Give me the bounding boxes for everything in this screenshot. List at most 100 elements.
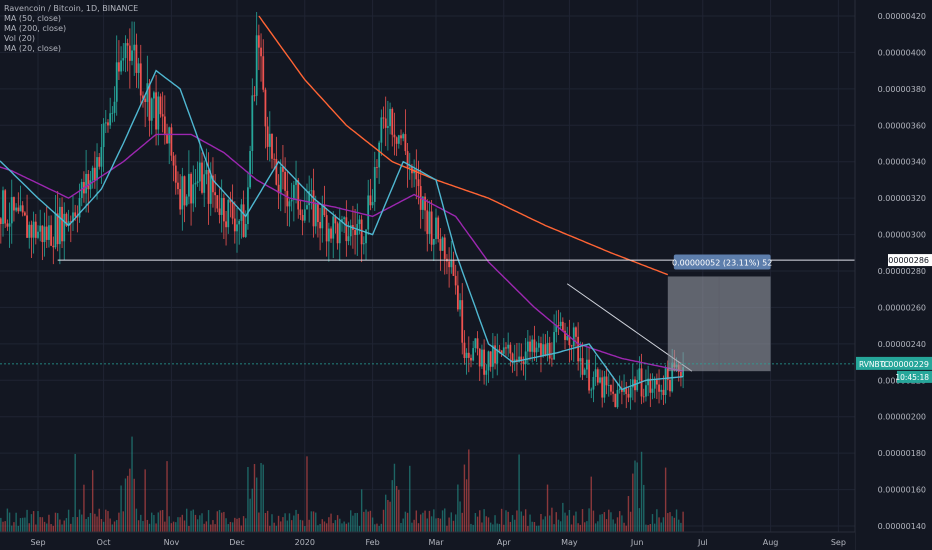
candle-body — [666, 367, 669, 380]
candle-body — [212, 175, 214, 193]
candle-body — [260, 47, 262, 57]
candle-body — [380, 117, 383, 143]
candle-body — [594, 369, 597, 377]
candle-body — [620, 388, 623, 392]
volume-bar — [111, 524, 114, 532]
candle-body — [511, 353, 514, 363]
volume-bar — [671, 516, 673, 532]
volume-bar — [350, 510, 352, 532]
candle-body — [227, 199, 230, 228]
measure-label: 0.00000052 (23.11%) 52 — [672, 258, 772, 267]
volume-bar — [360, 489, 363, 532]
volume-bar — [533, 522, 536, 532]
volume-bar — [277, 515, 280, 532]
candle-body — [179, 189, 182, 210]
candle-body — [334, 216, 337, 224]
volume-bar — [409, 465, 411, 532]
volume-bar — [415, 510, 418, 532]
candle-body — [275, 158, 278, 185]
candle-body — [406, 151, 409, 169]
candle-body — [50, 225, 53, 246]
volume-bar — [527, 525, 529, 532]
volume-bar — [194, 514, 197, 532]
candle-body — [336, 223, 339, 244]
candle-body — [87, 173, 90, 190]
candle-body — [118, 62, 120, 72]
candle-body — [362, 243, 365, 245]
candle-body — [168, 127, 171, 144]
volume-bar — [468, 449, 470, 532]
volume-bar — [568, 509, 571, 532]
candle-body — [126, 43, 129, 46]
candle-body — [566, 336, 569, 340]
candle-body — [8, 223, 11, 227]
x-tick-label: Dec — [229, 538, 244, 547]
candle-body — [207, 169, 210, 204]
y-tick-label: 0.00000300 — [878, 231, 926, 240]
candle-body — [142, 95, 144, 99]
volume-bar — [321, 519, 323, 532]
volume-bar — [577, 523, 579, 532]
volume-bar — [35, 524, 37, 532]
candle-body — [255, 35, 258, 96]
candle-body — [487, 351, 490, 371]
volume-bar — [594, 523, 597, 532]
volume-bar — [24, 517, 26, 532]
volume-bar — [19, 518, 22, 532]
volume-bar — [46, 523, 48, 532]
candle-body — [424, 196, 426, 211]
candle-body — [402, 134, 405, 139]
candle-body — [629, 387, 632, 398]
volume-bar — [503, 524, 505, 532]
candle-body — [54, 213, 57, 248]
volume-bar — [140, 514, 142, 532]
volume-bar — [417, 523, 420, 532]
candle-body — [443, 237, 446, 259]
volume-bar — [433, 509, 435, 532]
volume-bar — [264, 512, 267, 532]
candle-body — [603, 376, 606, 398]
countdown-label: 10:45:18 — [895, 373, 929, 382]
candle-body — [382, 117, 385, 119]
candle-body — [583, 369, 586, 375]
candle-body — [314, 202, 317, 227]
volume-bar — [643, 484, 645, 532]
volume-bar — [682, 511, 684, 532]
candle-body — [133, 44, 136, 51]
candle-body — [91, 167, 94, 181]
volume-bar — [629, 511, 632, 532]
volume-bar — [37, 511, 39, 532]
candle-body — [647, 378, 650, 386]
candle-body — [417, 179, 420, 187]
x-tick-label: May — [561, 538, 578, 547]
volume-bar — [87, 516, 89, 532]
candle-body — [247, 187, 249, 224]
volume-bar — [437, 517, 439, 532]
volume-bar — [559, 521, 562, 532]
candle-body — [542, 344, 545, 357]
volume-bar — [374, 524, 376, 532]
volume-bar — [339, 518, 341, 532]
volume-bar — [454, 514, 457, 532]
volume-bar — [284, 513, 286, 532]
volume-bar — [549, 515, 551, 532]
candle-body — [596, 369, 599, 383]
price-axis: 0.00000420 0.00000400 0.00000380 0.00000360… — [878, 12, 926, 531]
candle-body — [231, 202, 234, 219]
volume-bar — [461, 512, 463, 532]
volume-bar — [380, 523, 383, 532]
volume-bar — [70, 523, 72, 532]
volume-bar — [196, 519, 199, 532]
volume-bar — [365, 509, 367, 532]
candle-body — [555, 325, 558, 333]
candle-body — [360, 219, 363, 245]
candle-body — [332, 216, 335, 239]
candle-body — [386, 126, 389, 128]
volume-bar — [120, 485, 122, 532]
candle-body — [170, 127, 173, 156]
volume-bar — [251, 488, 254, 532]
volume-bar — [164, 521, 166, 532]
candle-body — [233, 218, 236, 232]
